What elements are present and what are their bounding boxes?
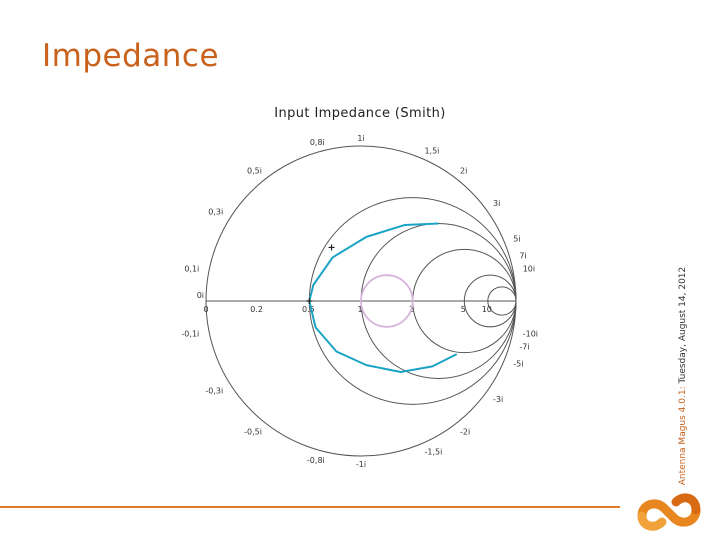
marker-0 — [328, 244, 335, 251]
reactance-label-pos-10: 10i — [523, 265, 535, 274]
center-reactance-label: 0i — [197, 291, 204, 300]
resistance-label-1: 0.2 — [250, 305, 263, 314]
marker-1 — [306, 298, 313, 304]
resistance-label-2: 0.5 — [302, 305, 315, 314]
side-caption: Antenna Magus 4.0.1: Tuesday, August 14,… — [678, 267, 688, 486]
footer-divider — [0, 506, 620, 508]
reactance-label-neg-0: -0,1i — [181, 329, 199, 338]
reactance-label-pos-2: 0,5i — [247, 167, 262, 176]
reactance-label-neg-9: -7i — [519, 343, 529, 352]
reactance-label-pos-4: 1i — [357, 134, 364, 143]
caption-date: Tuesday, August 14, 2012 — [678, 266, 688, 384]
reactance-label-neg-8: -5i — [513, 360, 523, 369]
chart-title: Input Impedance (Smith) — [274, 106, 446, 121]
product-version: Antenna Magus 4.0.1: — [678, 386, 688, 486]
reactance-label-neg-1: -0,3i — [205, 387, 223, 396]
reactance-label-neg-3: -0,8i — [307, 456, 325, 465]
brand-logo-icon — [637, 493, 701, 531]
reactance-label-pos-7: 3i — [493, 199, 500, 208]
reactance-label-pos-9: 7i — [519, 251, 526, 260]
reactance-label-neg-10: -10i — [523, 329, 538, 338]
reactance-label-neg-2: -0,5i — [244, 427, 262, 436]
reactance-label-pos-8: 5i — [513, 234, 520, 243]
reactance-label-neg-4: -1i — [356, 460, 366, 469]
reactance-label-pos-1: 0,3i — [208, 207, 223, 216]
series-1-curve — [360, 274, 414, 328]
reactance-label-pos-0: 0,1i — [184, 265, 199, 274]
reactance-label-neg-5: -1,5i — [424, 447, 442, 456]
resistance-label-3: 1 — [357, 305, 362, 314]
slide-title: Impedance — [42, 38, 220, 74]
reactance-label-neg-7: -3i — [493, 395, 503, 404]
resistance-label-0: 0 — [203, 305, 208, 314]
resistance-label-6: 10 — [482, 305, 492, 314]
resistance-label-5: 5 — [461, 305, 466, 314]
reactance-label-pos-3: 0,8i — [310, 138, 325, 147]
reactance-label-pos-5: 1,5i — [424, 147, 439, 156]
reactance-label-pos-6: 2i — [460, 167, 467, 176]
series-0-curve — [308, 222, 458, 373]
reactance-label-neg-6: -2i — [460, 427, 470, 436]
